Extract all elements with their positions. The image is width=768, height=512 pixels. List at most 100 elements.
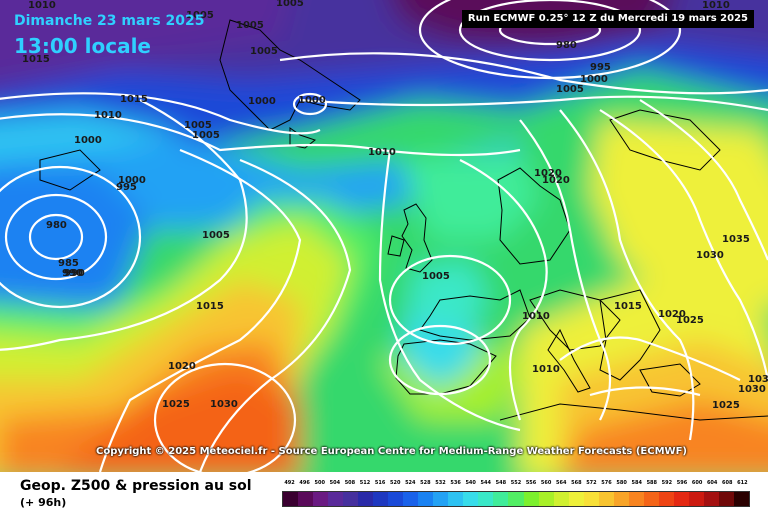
scale-color-swatch	[703, 492, 719, 506]
isobar-label: 1030	[210, 399, 238, 410]
scale-color-swatch	[628, 492, 644, 506]
isobar-label: 980	[556, 40, 577, 51]
isobar-label: 1005	[192, 130, 220, 141]
scale-color-swatch	[583, 492, 599, 506]
isobar-label: 1005	[202, 230, 230, 241]
legend-panel: Geop. Z500 & pression au sol (+ 96h) 492…	[0, 472, 768, 512]
scale-value-label: 592	[661, 480, 673, 486]
scale-value-label: 568	[571, 480, 582, 486]
scale-value-label: 532	[435, 480, 446, 486]
scale-color-swatch	[688, 492, 704, 506]
color-scale-bar	[282, 491, 750, 507]
copyright-notice: Copyright © 2025 Meteociel.fr - Source E…	[96, 446, 687, 457]
forecast-date: Dimanche 23 mars 2025	[14, 13, 205, 29]
scale-value-label: 564	[556, 480, 567, 486]
isobar-label: 1030	[738, 384, 766, 395]
scale-color-swatch	[358, 492, 374, 506]
scale-color-swatch	[298, 492, 314, 506]
isobar-label: 1015	[614, 301, 642, 312]
scale-color-swatch	[448, 492, 464, 506]
scale-value-label: 528	[420, 480, 431, 486]
scale-color-swatch	[568, 492, 584, 506]
scale-color-swatch	[343, 492, 359, 506]
isobar-label: 1005	[276, 0, 304, 9]
scale-color-swatch	[478, 492, 494, 506]
isobar-label: 1010	[702, 0, 730, 11]
legend-subtitle: (+ 96h)	[20, 496, 67, 509]
isobar-label: 1010	[28, 0, 56, 11]
scale-value-label: 500	[314, 480, 325, 486]
isobar-label: 1010	[368, 147, 396, 158]
scale-color-swatch	[508, 492, 524, 506]
scale-value-label: 596	[676, 480, 688, 486]
scale-value-label: 516	[374, 480, 386, 486]
scale-value-label: 600	[691, 480, 703, 486]
forecast-time: 13:00 locale	[14, 34, 151, 58]
scale-color-swatch	[538, 492, 554, 506]
isobar-label: 1000	[118, 175, 146, 186]
isobar-label: 1005	[236, 20, 264, 31]
scale-value-label: 608	[722, 480, 733, 486]
isobar-label: 1020	[542, 175, 570, 186]
scale-value-label: 508	[344, 480, 356, 486]
scale-color-swatch	[388, 492, 404, 506]
scale-value-label: 496	[299, 480, 310, 486]
scale-color-swatch	[463, 492, 479, 506]
run-info: Run ECMWF 0.25° 12 Z du Mercredi 19 mars…	[461, 10, 754, 28]
scale-value-label: 612	[737, 480, 748, 486]
isobar-label: 1025	[712, 400, 740, 411]
scale-value-label: 580	[616, 480, 627, 486]
scale-value-label: 492	[284, 480, 295, 486]
isobar-label: 1015	[22, 54, 50, 65]
scale-value-label: 512	[359, 480, 371, 486]
forecast-map: 1010 1005 1005 1015 1005 1010 1005 1005 …	[0, 0, 768, 472]
color-scale: 492 496 500 504 508 512 516 520 524 528 532 536 540 5…	[282, 480, 750, 507]
scale-color-swatch	[283, 492, 299, 506]
scale-color-swatch	[613, 492, 629, 506]
scale-color-swatch	[643, 492, 659, 506]
isobar-label: 1030	[696, 250, 724, 261]
isobar-label: 1010	[532, 364, 560, 375]
scale-color-swatch	[373, 492, 389, 506]
scale-value-label: 556	[525, 480, 537, 486]
scale-color-swatch	[523, 492, 539, 506]
isobar-label: 985	[58, 258, 79, 269]
scale-value-label: 524	[405, 480, 416, 486]
scale-color-swatch	[418, 492, 434, 506]
scale-color-swatch	[313, 492, 329, 506]
isobar-label: 1000	[298, 95, 326, 106]
scale-value-label: 560	[540, 480, 552, 486]
scale-value-label: 572	[586, 480, 597, 486]
isobar-label: 1025	[676, 315, 704, 326]
scale-color-swatch	[493, 492, 509, 506]
scale-color-swatch	[658, 492, 674, 506]
isobar-label: 1025	[162, 399, 190, 410]
scale-color-swatch	[433, 492, 449, 506]
isobar-label: 1005	[250, 46, 278, 57]
scale-value-label: 540	[465, 480, 476, 486]
isobar-label: 1000	[248, 96, 276, 107]
scale-value-label: 520	[389, 480, 401, 486]
scale-color-swatch	[553, 492, 569, 506]
isobar-label: 990	[64, 268, 85, 279]
scale-color-swatch	[328, 492, 344, 506]
scale-value-label: 552	[510, 480, 522, 486]
isobar-label: 1020	[534, 168, 562, 179]
isobar-label: 1015	[196, 301, 224, 312]
scale-value-label: 544	[480, 480, 491, 486]
scale-color-swatch	[718, 492, 734, 506]
isobar-lines	[0, 0, 768, 472]
scale-value-label: 536	[450, 480, 461, 486]
isobar-label: 1020	[658, 309, 686, 320]
legend-title: Geop. Z500 & pression au sol	[20, 478, 252, 494]
scale-color-swatch	[403, 492, 419, 506]
isobar-label: 980	[46, 220, 67, 231]
isobar-label: 1005	[422, 271, 450, 282]
scale-color-swatch	[673, 492, 689, 506]
scale-value-label: 548	[495, 480, 507, 486]
map-canvas: 1010 1005 1005 1015 1005 1010 1005 1005 …	[0, 0, 768, 472]
isobar-label: 995	[590, 62, 611, 73]
scale-color-swatch	[733, 492, 749, 506]
isobar-label: 1020	[168, 361, 196, 372]
